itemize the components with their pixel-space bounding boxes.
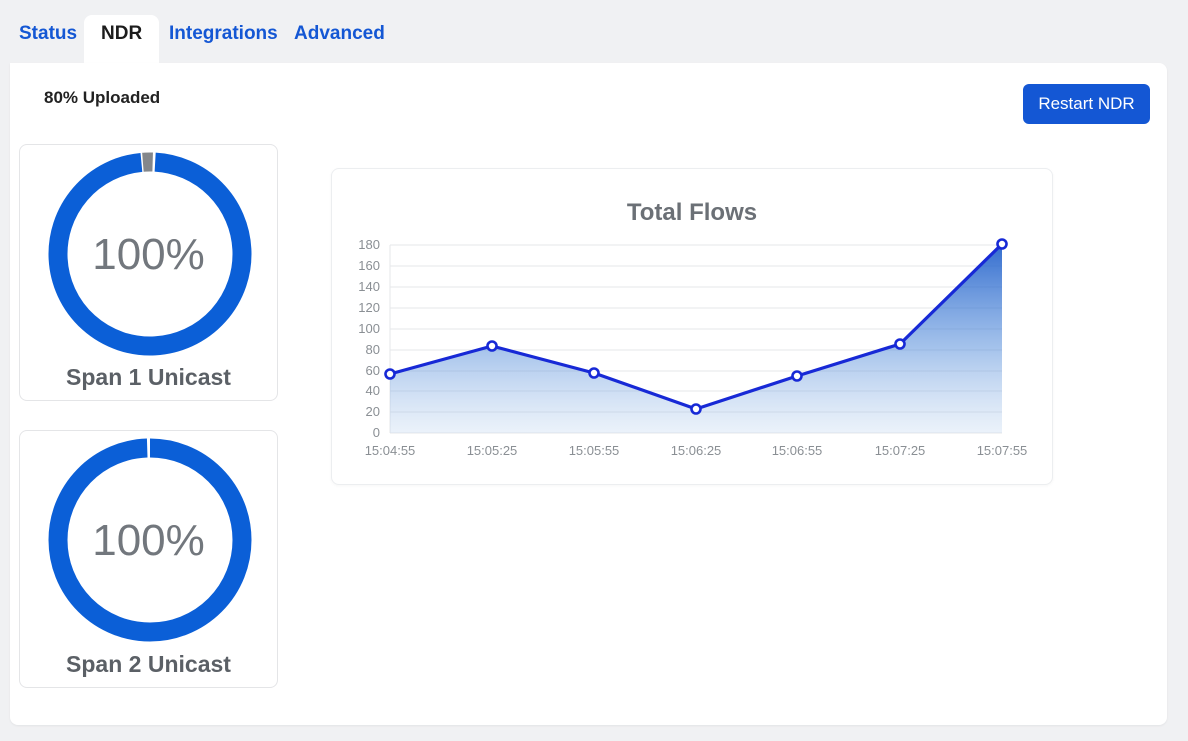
svg-text:80: 80 [366, 342, 380, 357]
svg-text:15:07:25: 15:07:25 [875, 443, 926, 458]
svg-text:140: 140 [358, 279, 380, 294]
svg-text:15:04:55: 15:04:55 [365, 443, 416, 458]
svg-text:120: 120 [358, 300, 380, 315]
svg-text:20: 20 [366, 404, 380, 419]
svg-text:180: 180 [358, 237, 380, 252]
svg-text:100: 100 [358, 321, 380, 336]
svg-text:60: 60 [366, 363, 380, 378]
svg-text:0: 0 [373, 425, 380, 440]
svg-text:40: 40 [366, 383, 380, 398]
svg-text:15:06:55: 15:06:55 [772, 443, 823, 458]
svg-text:15:05:25: 15:05:25 [467, 443, 518, 458]
svg-text:15:07:55: 15:07:55 [977, 443, 1028, 458]
svg-text:15:06:25: 15:06:25 [671, 443, 722, 458]
svg-text:160: 160 [358, 258, 380, 273]
svg-text:15:05:55: 15:05:55 [569, 443, 620, 458]
